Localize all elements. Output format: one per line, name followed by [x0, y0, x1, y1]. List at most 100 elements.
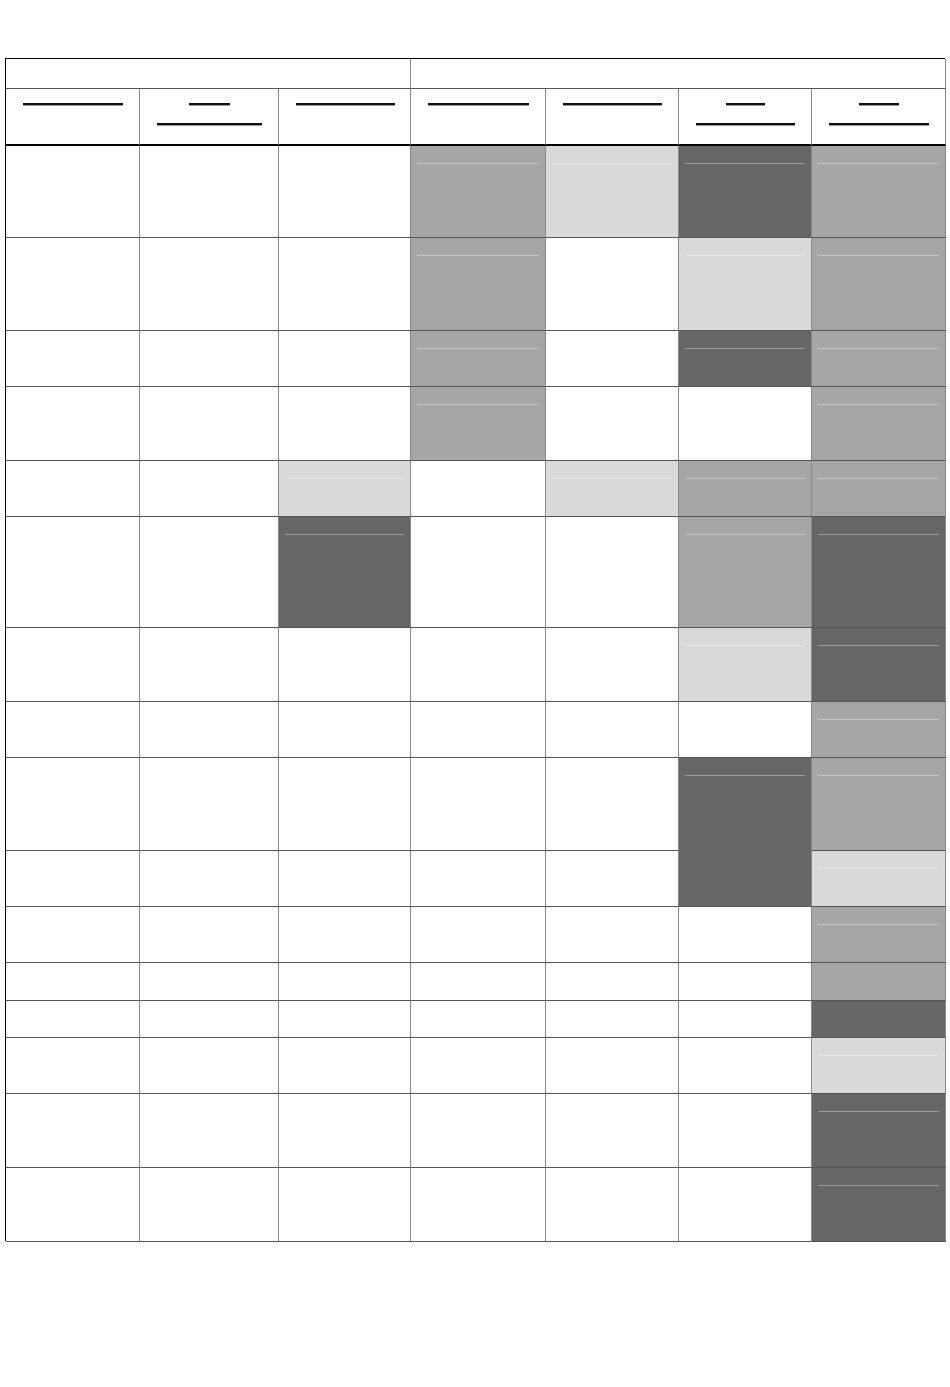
table-cell [6, 517, 140, 628]
table-cell [411, 238, 546, 331]
table-cell [546, 963, 679, 1001]
table-cell [6, 331, 140, 387]
table-cell [279, 461, 411, 517]
table-cell [546, 702, 679, 758]
redacted-header-text [22, 103, 124, 105]
table-cell [546, 387, 679, 461]
table-cell [6, 238, 140, 331]
table-cell [812, 238, 946, 331]
redacted-header-text [295, 103, 395, 105]
cell-rule [818, 719, 939, 720]
cell-rule [818, 1055, 939, 1056]
table-cell [140, 963, 279, 1001]
table-cell [546, 1001, 679, 1038]
table-cell [140, 851, 279, 907]
table-cell [812, 1001, 946, 1038]
table-cell [279, 1168, 411, 1242]
table-cell [6, 963, 140, 1001]
table-cell [411, 146, 546, 238]
table-cell [411, 851, 546, 907]
table-cell [411, 1001, 546, 1038]
cell-rule [818, 868, 939, 869]
table-cell [279, 907, 411, 963]
table-cell [812, 387, 946, 461]
table-cell [6, 758, 140, 851]
data-table [5, 58, 946, 1242]
cell-rule [685, 163, 805, 164]
table-cell [279, 238, 411, 331]
redacted-header-text [188, 103, 231, 105]
cell-rule [552, 478, 672, 479]
cell-rule [818, 255, 939, 256]
table-cell [679, 758, 812, 907]
cell-rule [685, 775, 805, 776]
table-cell [812, 517, 946, 628]
table-cell [546, 1168, 679, 1242]
table-cell [546, 851, 679, 907]
cell-rule [818, 1185, 939, 1186]
table-cell [279, 628, 411, 702]
cell-rule [818, 534, 939, 535]
table-cell [140, 758, 279, 851]
column-header-cell [140, 89, 279, 146]
table-cell [679, 331, 812, 387]
table-cell [812, 758, 946, 851]
table-cell [679, 461, 812, 517]
table-cell [140, 461, 279, 517]
table-cell [140, 1001, 279, 1038]
cell-rule [685, 478, 805, 479]
cell-rule [685, 348, 805, 349]
cell-rule [285, 534, 404, 535]
table-cell [411, 702, 546, 758]
table-cell [679, 517, 812, 628]
table-cell [812, 702, 946, 758]
table-cell [411, 331, 546, 387]
cell-rule [417, 255, 539, 256]
table-cell [6, 628, 140, 702]
table-cell [279, 146, 411, 238]
table-cell [140, 331, 279, 387]
table-cell [140, 1168, 279, 1242]
table-cell [546, 517, 679, 628]
redacted-header-text [157, 123, 262, 125]
table-cell [546, 238, 679, 331]
column-header-cell [279, 89, 411, 146]
table-cell [812, 461, 946, 517]
cell-rule [818, 163, 939, 164]
table-cell [140, 628, 279, 702]
table-cell [812, 963, 946, 1001]
table-cell [279, 963, 411, 1001]
table-cell [411, 1038, 546, 1094]
table-cell [279, 1094, 411, 1168]
table-cell [679, 1038, 812, 1094]
table-cell [411, 461, 546, 517]
table-cell [6, 1168, 140, 1242]
redacted-header-text [858, 103, 900, 105]
cell-rule [285, 478, 404, 479]
table-cell [812, 146, 946, 238]
cell-rule [685, 534, 805, 535]
table-cell [140, 1038, 279, 1094]
table-cell [546, 1094, 679, 1168]
column-header-cell [546, 89, 679, 146]
table-cell [140, 238, 279, 331]
table-cell [546, 628, 679, 702]
table-cell [279, 758, 411, 851]
redacted-header-text [427, 103, 530, 105]
table-cell [679, 238, 812, 331]
table-cell [279, 387, 411, 461]
table-cell [140, 702, 279, 758]
table-cell [411, 1094, 546, 1168]
table-cell [279, 517, 411, 628]
cell-rule [818, 404, 939, 405]
cell-rule [685, 645, 805, 646]
table-cell [6, 907, 140, 963]
table-cell [546, 461, 679, 517]
cell-rule [685, 255, 805, 256]
table-cell [411, 963, 546, 1001]
table-cell [411, 1168, 546, 1242]
table-cell [6, 1094, 140, 1168]
table-cell [679, 387, 812, 461]
table-cell [812, 907, 946, 963]
table-cell [279, 851, 411, 907]
